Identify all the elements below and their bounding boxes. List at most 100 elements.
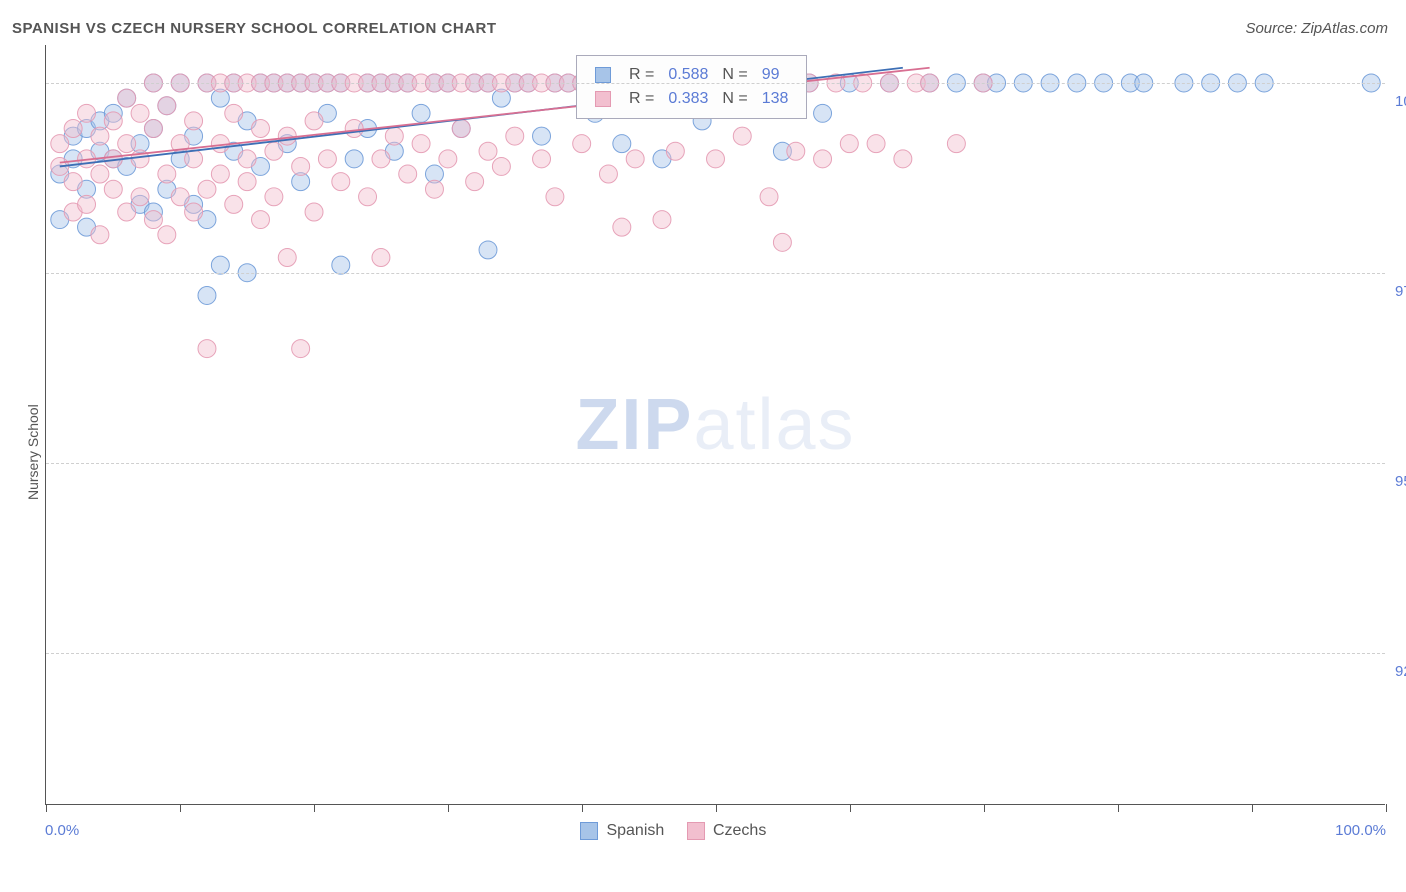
data-point — [225, 195, 243, 213]
data-point — [318, 150, 336, 168]
data-point — [51, 135, 69, 153]
data-point — [412, 104, 430, 122]
bottom-swatch-czechs — [687, 822, 705, 840]
data-point — [814, 104, 832, 122]
data-point — [399, 165, 417, 183]
data-point — [359, 188, 377, 206]
data-point — [867, 135, 885, 153]
legend-swatch-czechs — [595, 91, 611, 107]
x-max-label: 100.0% — [1335, 822, 1386, 839]
data-point — [653, 211, 671, 229]
data-point — [265, 142, 283, 160]
scatter-svg — [46, 45, 1385, 804]
data-point — [412, 135, 430, 153]
bottom-label-spanish: Spanish — [606, 822, 664, 839]
data-point — [211, 165, 229, 183]
data-point — [158, 97, 176, 115]
data-point — [104, 180, 122, 198]
data-point — [439, 150, 457, 168]
data-point — [466, 173, 484, 191]
data-point — [118, 203, 136, 221]
data-point — [613, 218, 631, 236]
data-point — [666, 142, 684, 160]
data-point — [425, 180, 443, 198]
data-point — [91, 165, 109, 183]
data-point — [278, 127, 296, 145]
data-point — [198, 340, 216, 358]
data-point — [118, 89, 136, 107]
data-point — [372, 249, 390, 267]
y-tick-label: 100.0% — [1395, 93, 1406, 110]
data-point — [372, 150, 390, 168]
data-point — [78, 195, 96, 213]
data-point — [479, 142, 497, 160]
source-label: Source: ZipAtlas.com — [1245, 20, 1388, 37]
data-point — [185, 150, 203, 168]
data-point — [626, 150, 644, 168]
data-point — [118, 135, 136, 153]
y-tick-label: 97.5% — [1395, 283, 1406, 300]
data-point — [814, 150, 832, 168]
data-point — [292, 340, 310, 358]
y-axis-label: Nursery School — [25, 404, 41, 500]
chart-plot-area: ZIPatlas R =0.588 N =99 R =0.383 N =138 … — [45, 45, 1385, 805]
data-point — [533, 150, 551, 168]
chart-title: SPANISH VS CZECH NURSERY SCHOOL CORRELAT… — [12, 20, 497, 37]
data-point — [305, 203, 323, 221]
data-point — [599, 165, 617, 183]
legend-row-czechs: R =0.383 N =138 — [589, 88, 794, 110]
data-point — [292, 157, 310, 175]
data-point — [171, 188, 189, 206]
data-point — [345, 120, 363, 138]
y-tick-label: 92.5% — [1395, 663, 1406, 680]
data-point — [492, 157, 510, 175]
data-point — [198, 180, 216, 198]
data-point — [479, 241, 497, 259]
data-point — [104, 112, 122, 130]
data-point — [385, 127, 403, 145]
data-point — [198, 286, 216, 304]
data-point — [131, 188, 149, 206]
data-point — [158, 226, 176, 244]
data-point — [506, 127, 524, 145]
data-point — [546, 188, 564, 206]
data-point — [452, 120, 470, 138]
data-point — [185, 112, 203, 130]
data-point — [332, 256, 350, 274]
data-point — [733, 127, 751, 145]
data-point — [252, 211, 270, 229]
data-point — [332, 173, 350, 191]
bottom-label-czechs: Czechs — [713, 822, 766, 839]
data-point — [91, 226, 109, 244]
data-point — [894, 150, 912, 168]
data-point — [760, 188, 778, 206]
data-point — [158, 165, 176, 183]
data-point — [787, 142, 805, 160]
data-point — [78, 104, 96, 122]
data-point — [64, 173, 82, 191]
data-point — [144, 120, 162, 138]
x-min-label: 0.0% — [45, 822, 79, 839]
data-point — [185, 203, 203, 221]
data-point — [573, 135, 591, 153]
data-point — [613, 135, 631, 153]
y-tick-label: 95.0% — [1395, 473, 1406, 490]
data-point — [225, 104, 243, 122]
data-point — [211, 256, 229, 274]
data-point — [144, 211, 162, 229]
data-point — [265, 188, 283, 206]
data-point — [91, 127, 109, 145]
legend-swatch-spanish — [595, 67, 611, 83]
correlation-legend: R =0.588 N =99 R =0.383 N =138 — [576, 55, 807, 119]
data-point — [64, 120, 82, 138]
data-point — [947, 135, 965, 153]
data-point — [252, 120, 270, 138]
data-point — [305, 112, 323, 130]
data-point — [238, 150, 256, 168]
bottom-legend: Spanish Czechs — [580, 822, 766, 840]
data-point — [345, 150, 363, 168]
bottom-swatch-spanish — [580, 822, 598, 840]
data-point — [238, 173, 256, 191]
data-point — [131, 104, 149, 122]
data-point — [533, 127, 551, 145]
